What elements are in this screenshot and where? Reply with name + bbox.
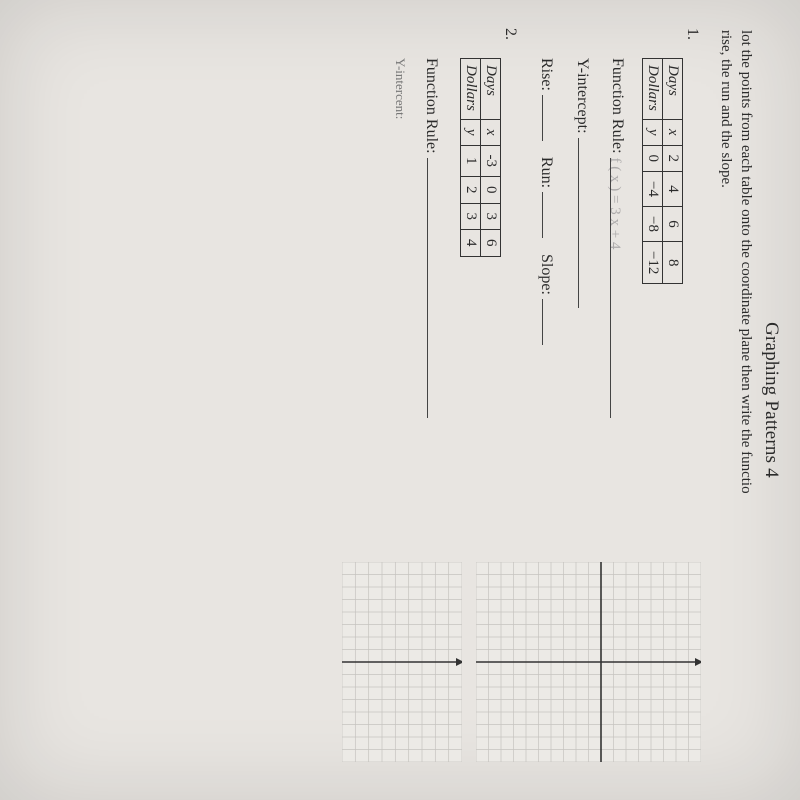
cell: 6 [663, 206, 683, 241]
y-intercept-field: Y-intercept: [573, 58, 595, 538]
cutoff-text: Y-intercent: [392, 58, 408, 538]
row-label: Dollars [463, 65, 479, 111]
blank-line [427, 158, 444, 418]
cell: 2 [460, 177, 480, 204]
cell: −12 [643, 241, 663, 283]
grid-svg-top [477, 562, 702, 762]
page-title: Graphing Patterns 4 [761, 322, 782, 478]
instruction-text-l2: rise, the run and the slope. [718, 30, 734, 188]
cell: 1 [460, 145, 480, 177]
problem-1: 1. Days x 2 4 6 8 Dollars y 0 −4 [537, 28, 702, 538]
blank-line [542, 299, 559, 345]
table-row: Days x -3 0 3 6 [480, 59, 500, 257]
row-var: y [463, 129, 479, 136]
table-row: Dollars y 1 2 3 4 [460, 59, 480, 257]
problem-number: 2. [501, 28, 519, 54]
field-label: Slope: [537, 254, 555, 295]
blank-line [578, 138, 595, 308]
cell: -3 [480, 145, 500, 177]
data-table-1: Days x 2 4 6 8 Dollars y 0 −4 −8 −12 [643, 58, 684, 284]
cell: −8 [643, 206, 663, 241]
cell: 4 [663, 172, 683, 207]
cell: 3 [480, 203, 500, 230]
row-var: y [646, 129, 662, 136]
row-label: Dollars [646, 65, 662, 111]
table-row: Days x 2 4 6 8 [663, 59, 683, 284]
coordinate-grid-2 [343, 562, 463, 772]
problem-2: 2. Days x -3 0 3 6 Dollars y 1 2 [392, 28, 519, 538]
table-row: Dollars y 0 −4 −8 −12 [643, 59, 663, 284]
field-label: Run: [537, 157, 555, 188]
field-label: Rise: [537, 58, 555, 91]
cell: 4 [460, 230, 480, 257]
blank-line: f ( x ) = 3 x + 4 [610, 158, 627, 418]
row-var: x [483, 129, 499, 136]
instruction-text: lot the points from each table onto the … [716, 30, 757, 772]
handwritten-answer: f ( x ) = 3 x + 4 [608, 158, 624, 250]
cell: 8 [663, 241, 683, 283]
row-label: Days [666, 65, 682, 96]
blank-line [542, 95, 559, 141]
cell: −4 [643, 172, 663, 207]
cell: 0 [643, 145, 663, 172]
grid-svg-bottom [343, 562, 463, 762]
cell: 6 [480, 230, 500, 257]
field-label: Y-intercept: [573, 58, 591, 134]
field-label: Function Rule: [422, 58, 440, 154]
blank-line [542, 192, 559, 238]
problem-number: 1. [684, 28, 702, 54]
function-rule-field: Function Rule: f ( x ) = 3 x + 4 [609, 58, 627, 538]
cell: 0 [480, 177, 500, 204]
row-label: Days [483, 65, 499, 96]
rise-run-slope-field: Rise: Run: Slope: [537, 58, 559, 538]
row-var: x [666, 129, 682, 136]
function-rule-field-2: Function Rule: [422, 58, 444, 538]
instruction-text-l1: lot the points from each table onto the … [738, 30, 754, 494]
coordinate-grid-1 [477, 562, 702, 772]
cell: 3 [460, 203, 480, 230]
field-label: Function Rule: [609, 58, 627, 154]
cell: 2 [663, 145, 683, 172]
data-table-2: Days x -3 0 3 6 Dollars y 1 2 3 4 [460, 58, 501, 257]
